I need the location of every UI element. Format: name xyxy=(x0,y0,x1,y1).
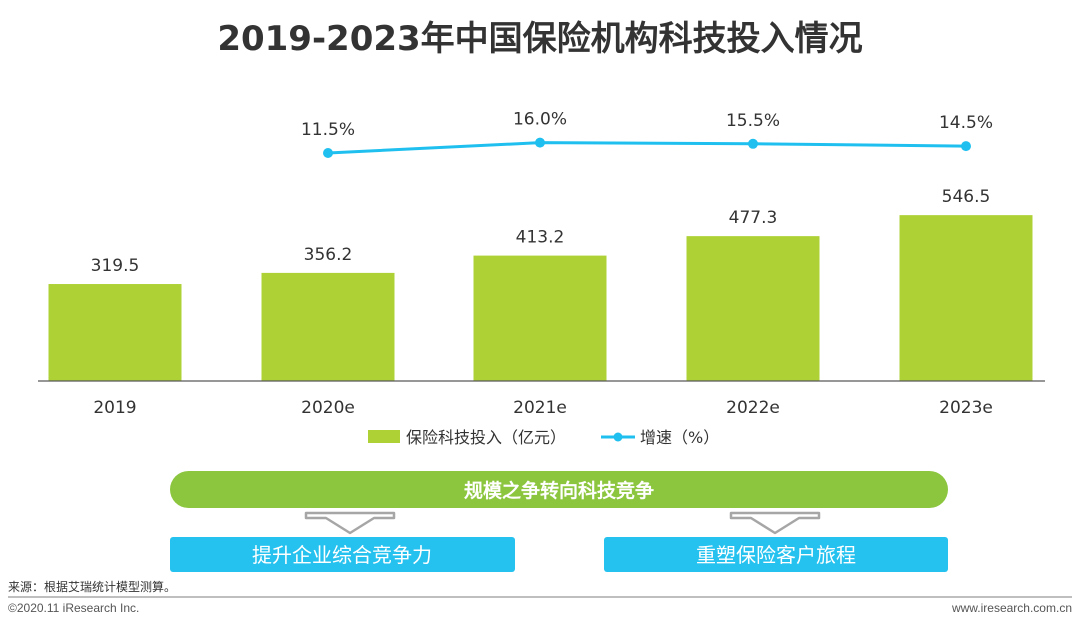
legend-line-label: 增速（%） xyxy=(640,428,719,447)
bar-value-label-2021e: 413.2 xyxy=(516,228,565,248)
legend: 保险科技投入（亿元） 增速（%） xyxy=(368,428,719,447)
growth-label-2023e: 14.5% xyxy=(939,113,993,133)
website-text: www.iresearch.com.cn xyxy=(951,601,1072,615)
chart-title: 2019-2023年中国保险机构科技投入情况 xyxy=(217,19,862,59)
right-outcome-box-background xyxy=(604,537,948,572)
copyright-text: ©2020.11 iResearch Inc. xyxy=(8,601,139,615)
x-tick-2021e: 2021e xyxy=(513,398,567,418)
growth-point-2021e xyxy=(535,137,545,148)
left-outcome-box-background xyxy=(170,537,515,572)
legend-bar-label: 保险科技投入（亿元） xyxy=(406,428,566,447)
growth-label-2020e: 11.5% xyxy=(301,120,355,140)
growth-rate-points xyxy=(323,137,971,158)
left-outcome-box: 提升企业综合竞争力 xyxy=(170,537,515,572)
right-arrow-shape xyxy=(729,511,821,535)
summary-pill-background xyxy=(170,471,948,508)
x-tick-2019: 2019 xyxy=(93,398,136,418)
bar-group xyxy=(48,215,1033,381)
growth-rate-line xyxy=(327,141,967,155)
right-down-arrow xyxy=(729,511,821,535)
growth-rate-labels: 11.5% 16.0% 15.5% 14.5% xyxy=(301,110,993,140)
bar-value-label-2022e: 477.3 xyxy=(729,208,778,228)
left-outcome-box-label: 提升企业综合竞争力 xyxy=(252,543,432,567)
right-outcome-box-label: 重塑保险客户旅程 xyxy=(696,543,856,567)
bar-value-labels: 319.5 356.2 413.2 477.3 546.5 xyxy=(91,187,991,276)
growth-point-2020e xyxy=(323,148,333,158)
x-tick-2022e: 2022e xyxy=(726,398,780,418)
summary-pill-label: 规模之争转向科技竞争 xyxy=(464,479,654,502)
left-down-arrow xyxy=(304,511,396,535)
bar-value-label-2023e: 546.5 xyxy=(942,187,991,207)
legend-line-dot xyxy=(613,432,623,442)
growth-point-2022e xyxy=(748,138,758,149)
summary-pill: 规模之争转向科技竞争 xyxy=(170,471,948,508)
left-arrow-shape xyxy=(304,511,396,535)
bar-2020e xyxy=(261,272,395,381)
x-tick-2023e: 2023e xyxy=(939,398,993,418)
source-note: 来源：根据艾瑞统计模型测算。 xyxy=(8,579,176,594)
x-tick-labels: 2019 2020e 2021e 2022e 2023e xyxy=(93,398,993,418)
growth-label-2021e: 16.0% xyxy=(513,110,567,130)
right-outcome-box: 重塑保险客户旅程 xyxy=(604,537,948,572)
bar-value-label-2020e: 356.2 xyxy=(304,245,353,265)
bar-2019 xyxy=(48,284,182,381)
bar-value-label-2019: 319.5 xyxy=(91,256,140,276)
bar-2021e xyxy=(473,255,607,381)
legend-bar-swatch xyxy=(368,430,400,443)
bar-2023e xyxy=(899,215,1033,381)
x-tick-2020e: 2020e xyxy=(301,398,355,418)
bar-2022e xyxy=(686,236,820,381)
growth-point-2023e xyxy=(961,141,971,152)
growth-label-2022e: 15.5% xyxy=(726,111,780,131)
